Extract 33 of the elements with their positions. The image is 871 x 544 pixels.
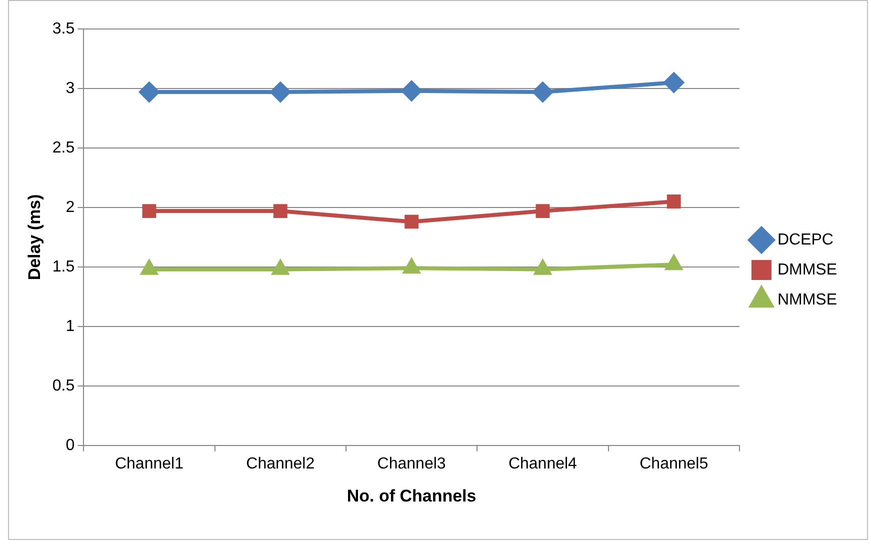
point	[402, 80, 422, 101]
x-tick-label: Channel2	[246, 455, 315, 472]
legend-label: NMMSE	[777, 291, 838, 308]
y-tick-label: 1	[66, 318, 75, 335]
point	[534, 260, 551, 275]
x-tick-label: Channel5	[640, 455, 708, 472]
point	[666, 256, 682, 270]
point	[664, 72, 684, 93]
point	[142, 204, 156, 218]
point	[532, 82, 553, 102]
y-axis-title: Delay (ms)	[24, 194, 44, 280]
point	[403, 259, 420, 274]
point	[272, 260, 288, 275]
x-tick-label: Channel1	[114, 455, 184, 472]
legend-label: DMMSE	[777, 261, 838, 278]
point	[141, 260, 158, 275]
point	[404, 214, 418, 229]
x-axis-title: No. of Channels	[346, 486, 476, 506]
point	[270, 82, 290, 102]
x-tick-label: Channel3	[377, 455, 446, 472]
point	[536, 204, 550, 218]
y-tick-label: 3.5	[52, 20, 75, 38]
y-tick-label: 2.5	[52, 139, 75, 156]
y-tick-label: 0	[66, 436, 75, 454]
point	[273, 204, 288, 218]
y-tick-label: 1.5	[52, 258, 75, 276]
y-tick-label: 3	[66, 80, 75, 97]
point	[666, 194, 681, 208]
y-tick-label: 0.5	[52, 377, 75, 394]
x-tick-label: Channel4	[508, 455, 578, 472]
legend-label: DCEPC	[777, 231, 834, 248]
point	[139, 82, 160, 102]
y-tick-label: 2	[66, 198, 75, 216]
